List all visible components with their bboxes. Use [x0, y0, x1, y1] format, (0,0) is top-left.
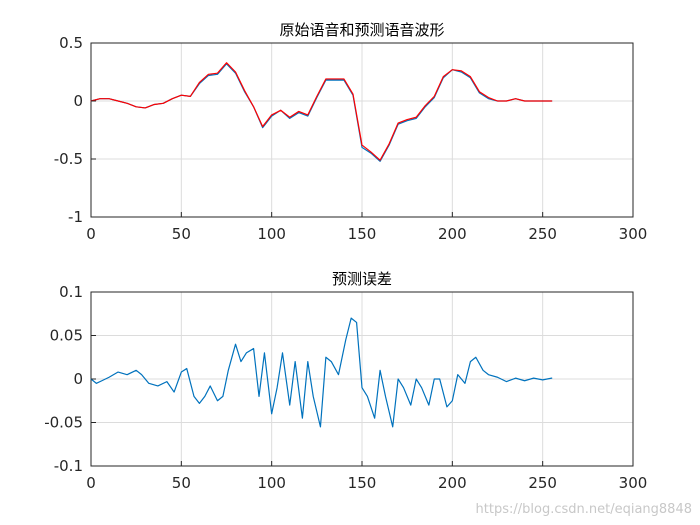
error-series — [90, 317, 553, 428]
waveform-series-line-1 — [90, 62, 553, 161]
waveform-x-tick-labels: 0 50 100 150 200 250 300 — [86, 212, 647, 243]
waveform-chart-title: 原始语音和预测语音波形 — [279, 21, 444, 39]
waveform-x-tick-label: 100 — [257, 225, 286, 243]
waveform-x-tick-label: 0 — [86, 225, 96, 243]
waveform-x-tick-label: 300 — [619, 225, 648, 243]
waveform-x-tick-label: 150 — [348, 225, 377, 243]
waveform-x-tick-label: 250 — [528, 225, 557, 243]
waveform-y-tick-label: 0.5 — [59, 34, 83, 52]
error-x-tick-label: 200 — [438, 474, 467, 492]
error-x-tick-label: 100 — [257, 474, 286, 492]
error-y-tick-labels: -0.1 -0.05 0 0.05 0.1 — [44, 283, 96, 475]
error-y-tick-label: 0.1 — [59, 283, 83, 301]
error-y-tick-label: 0 — [73, 370, 83, 388]
error-x-tick-label: 300 — [619, 474, 648, 492]
error-x-tick-labels: 0 50 100 150 200 250 300 — [86, 461, 647, 492]
error-x-tick-label: 50 — [172, 474, 191, 492]
waveform-y-tick-label: -0.5 — [54, 150, 83, 168]
error-chart-title: 预测误差 — [332, 270, 392, 288]
error-x-tick-label: 150 — [348, 474, 377, 492]
waveform-y-tick-label: 0 — [73, 92, 83, 110]
waveform-x-tick-label: 200 — [438, 225, 467, 243]
error-y-tick-label: -0.1 — [54, 457, 83, 475]
waveform-series — [90, 62, 553, 162]
error-x-tick-label: 250 — [528, 474, 557, 492]
waveform-y-tick-label: -1 — [68, 208, 83, 226]
axes-error: 0 50 100 150 200 250 300 -0.1 -0.05 0 0.05 0.1 预测误… — [44, 270, 647, 492]
error-x-tick-label: 0 — [86, 474, 96, 492]
error-y-tick-label: 0.05 — [50, 327, 83, 345]
waveform-y-tick-labels: -1 -0.5 0 0.5 — [54, 34, 96, 226]
error-y-tick-label: -0.05 — [44, 414, 83, 432]
waveform-x-tick-label: 50 — [172, 225, 191, 243]
error-series-line-0 — [90, 317, 553, 428]
watermark: https://blog.csdn.net/eqiang8848 — [475, 502, 692, 517]
axes-waveform: 0 50 100 150 200 250 300 -1 -0.5 0 0.5 原始语音和预测语音波… — [54, 21, 648, 243]
